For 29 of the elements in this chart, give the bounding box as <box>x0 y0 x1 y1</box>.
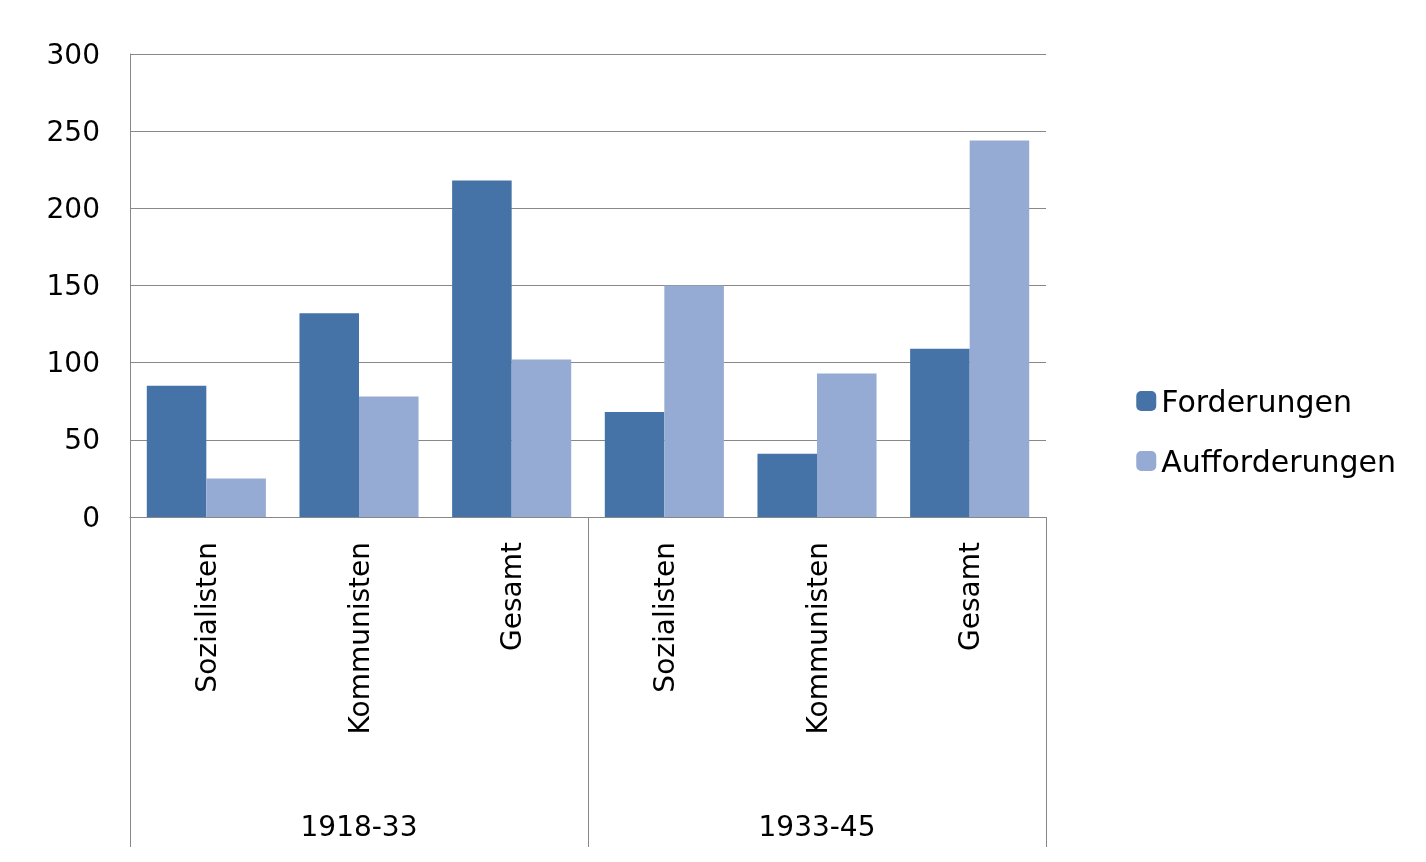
y-tick-label: 50 <box>64 423 100 457</box>
bar <box>452 180 512 517</box>
y-tick-label: 200 <box>46 191 100 225</box>
y-tick-label: 300 <box>46 37 100 71</box>
x-tick-label: Kommunisten <box>342 542 376 735</box>
x-tick-label: Gesamt <box>953 541 987 651</box>
x-tick-label: Sozialisten <box>189 542 223 693</box>
bar <box>511 359 572 517</box>
bar <box>969 140 1030 517</box>
text: 1918-33 <box>300 809 418 843</box>
y-tick-label: 150 <box>46 269 100 302</box>
bar <box>910 348 970 517</box>
x-tick-label: Sozialisten <box>647 542 681 693</box>
legend-label: Aufforderungen <box>1161 443 1397 479</box>
bar <box>604 412 665 517</box>
bar <box>757 453 817 517</box>
y-tick-label: 250 <box>46 114 100 148</box>
bar <box>299 313 359 517</box>
legend-label: Forderungen <box>1161 383 1352 419</box>
x-tick-label: Kommunisten <box>800 542 834 735</box>
bar <box>817 373 877 517</box>
y-tick-label: 0 <box>82 500 100 534</box>
x-tick-label: Gesamt <box>495 541 529 651</box>
bar <box>664 285 724 517</box>
y-tick-label: 100 <box>46 346 100 380</box>
bar <box>359 396 419 517</box>
bar <box>206 478 266 517</box>
text: 1933-45 <box>758 809 876 843</box>
bar <box>146 385 207 517</box>
